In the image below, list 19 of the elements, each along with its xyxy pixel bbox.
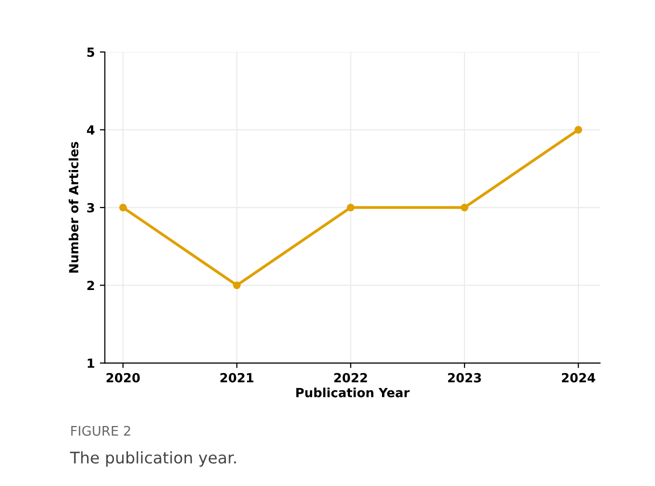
x-axis-title: Publication Year [296, 388, 410, 398]
x-tick-label: 2023 [448, 372, 481, 382]
text: The publication year. [70, 451, 236, 467]
x-tick-label: 2021 [220, 372, 254, 382]
y-tick-label: 3 [87, 202, 94, 212]
point [233, 281, 241, 290]
x-tick-label: 2022 [334, 372, 367, 382]
point [346, 204, 354, 212]
y-tick-label: 2 [87, 280, 94, 290]
y-tick-label: 1 [88, 358, 94, 368]
point [574, 126, 582, 134]
y-tick-label: 5 [87, 48, 94, 57]
point [119, 204, 127, 212]
caption: FIGURE 2 [71, 426, 130, 436]
x-tick-label: 2020 [106, 372, 140, 382]
y-tick-label: 4 [86, 125, 95, 135]
y-axis-title: Number of Articles [68, 142, 78, 273]
point [460, 204, 468, 212]
x-tick-label: 2024 [562, 372, 596, 382]
